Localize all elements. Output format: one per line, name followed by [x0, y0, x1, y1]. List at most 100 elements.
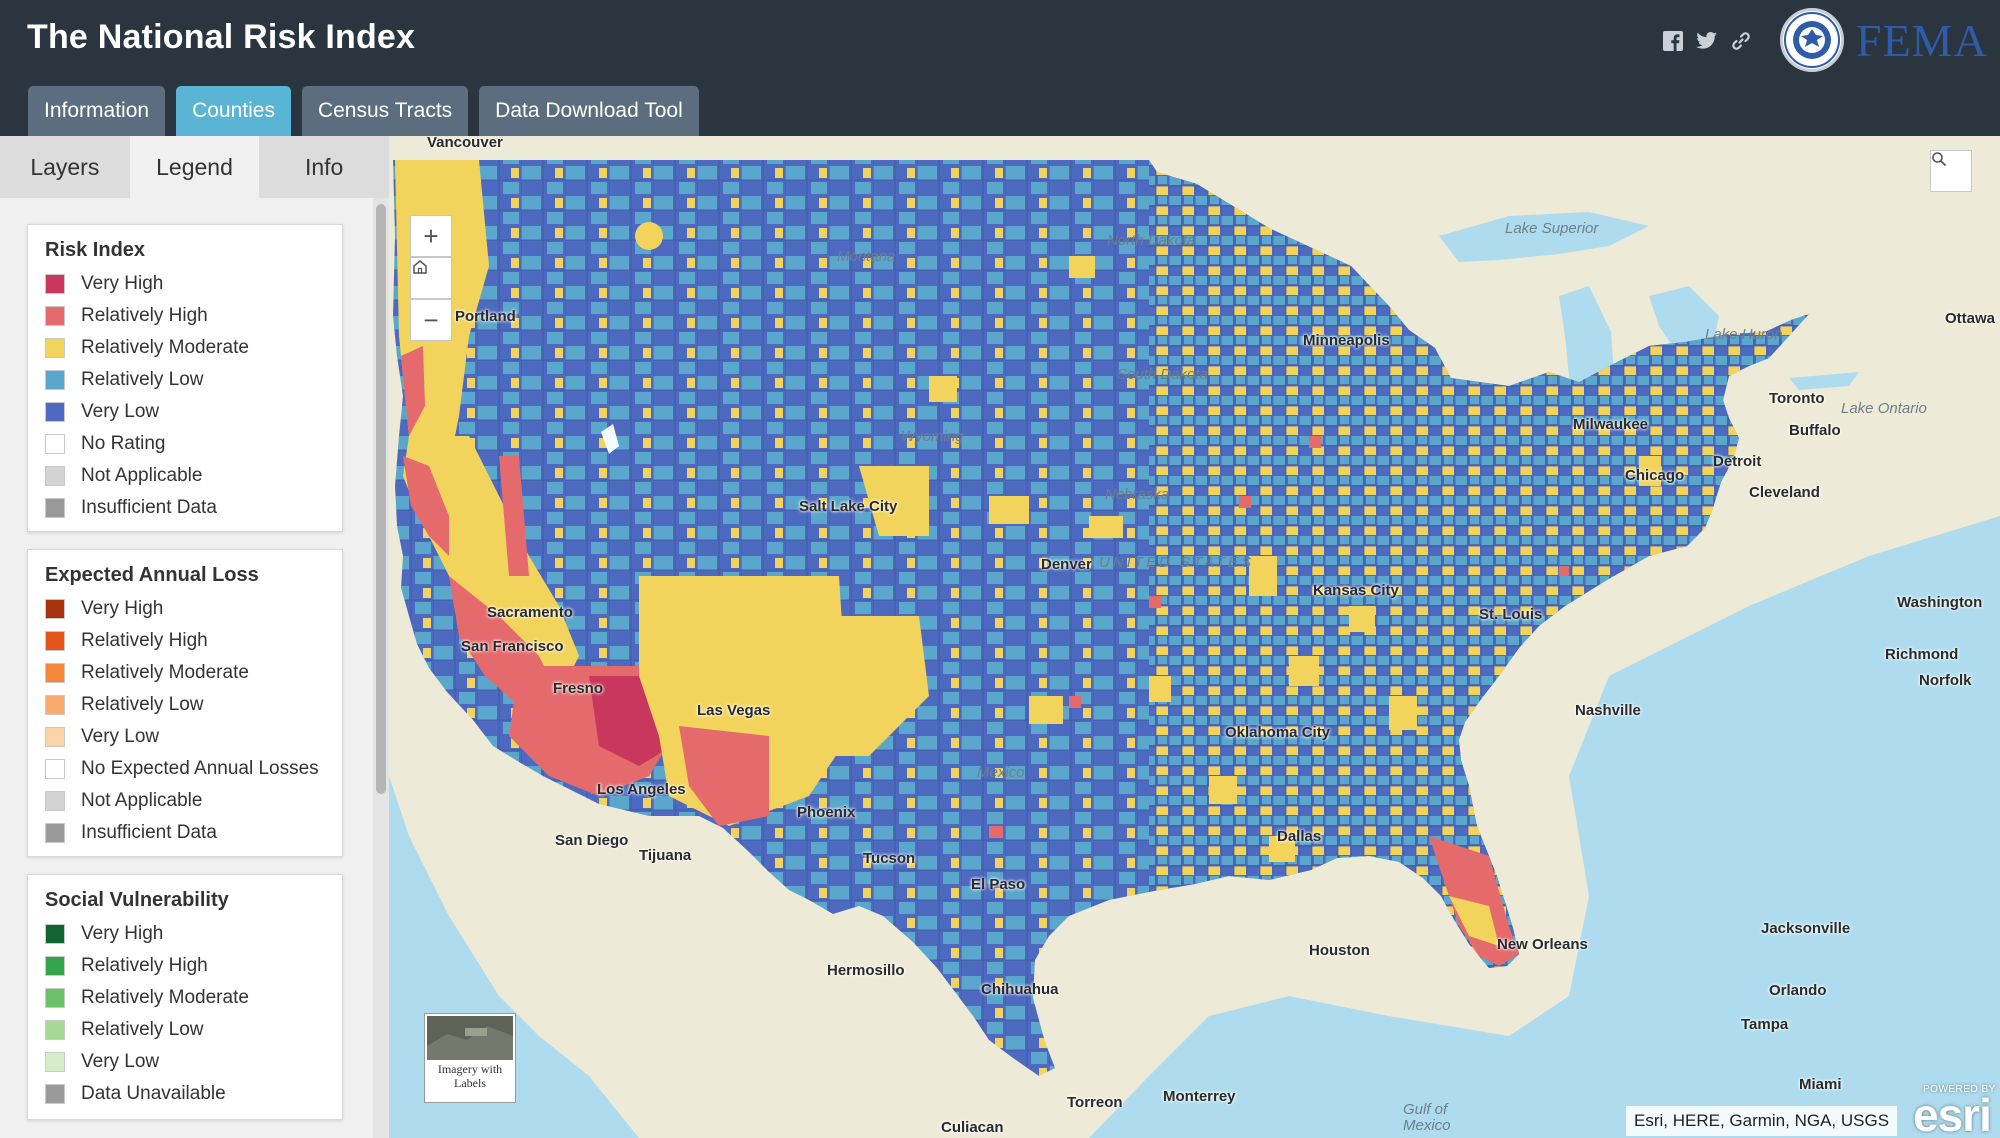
- legend-label: Relatively Moderate: [81, 661, 249, 683]
- map-label: Detroit: [1713, 453, 1762, 470]
- legend-item: Very Low: [45, 399, 159, 424]
- legend-label: Very High: [81, 272, 164, 294]
- scrollbar-thumb[interactable]: [376, 204, 386, 794]
- legend-scrollbar[interactable]: [373, 198, 389, 1138]
- map-label: Ottawa: [1945, 310, 1996, 327]
- map-view[interactable]: Vancouver Ottawa Toronto Detroit Chicago…: [389, 136, 2000, 1138]
- map-label: Cleveland: [1749, 484, 1820, 501]
- app-header: The National Risk Index Information Coun…: [0, 0, 2000, 136]
- legend-expected-annual-loss: Expected Annual Loss Very High Relativel…: [27, 549, 343, 857]
- map-label: Mexico: [977, 764, 1025, 781]
- map-search-button[interactable]: [1930, 150, 1972, 192]
- panel-tab-legend[interactable]: Legend: [129, 136, 260, 198]
- legend-swatch: [45, 955, 65, 976]
- page-title: The National Risk Index: [27, 18, 416, 56]
- legend-swatch: [45, 598, 65, 619]
- map-label: Dallas: [1277, 828, 1322, 845]
- dhs-seal-logo: [1780, 8, 1844, 72]
- twitter-icon[interactable]: [1696, 30, 1718, 52]
- legend-label: Very Low: [81, 725, 160, 747]
- map-label: Denver: [1041, 556, 1092, 573]
- legend-label: Relatively High: [81, 304, 208, 326]
- social-links: [1662, 30, 1752, 52]
- map-label: Oklahoma City: [1225, 724, 1331, 741]
- map-label: Buffalo: [1789, 422, 1841, 439]
- basemap-toggle[interactable]: Imagery with Labels: [424, 1013, 516, 1103]
- legend-item: No Expected Annual Losses: [45, 756, 319, 781]
- legend-swatch: [45, 1051, 65, 1072]
- legend-title: Expected Annual Loss: [45, 564, 259, 586]
- legend-swatch: [45, 630, 65, 651]
- legend-item: Relatively High: [45, 303, 208, 328]
- map-attribution: Esri, HERE, Garmin, NGA, USGS: [1626, 1106, 1898, 1136]
- esri-wordmark: esri: [1913, 1089, 1992, 1138]
- map-label: Orlando: [1769, 982, 1827, 999]
- home-button[interactable]: [410, 257, 452, 299]
- home-icon: [413, 260, 427, 274]
- zoom-out-button[interactable]: −: [410, 299, 452, 341]
- map-label: El Paso: [971, 876, 1026, 893]
- map-label: South Dakota: [1117, 366, 1208, 383]
- map-label: Phoenix: [797, 804, 856, 821]
- legend-swatch: [45, 790, 65, 811]
- tab-census-tracts[interactable]: Census Tracts: [301, 86, 469, 136]
- map-label: Vancouver: [427, 136, 503, 151]
- legend-item: Relatively High: [45, 953, 208, 978]
- map-label: San Francisco: [461, 638, 564, 655]
- map-label: Salt Lake City: [799, 498, 898, 515]
- zoom-in-button[interactable]: +: [410, 215, 452, 257]
- legend-label: Data Unavailable: [81, 1082, 226, 1104]
- legend-item: Relatively Moderate: [45, 660, 249, 685]
- facebook-icon[interactable]: [1662, 30, 1684, 52]
- legend-swatch: [45, 305, 65, 326]
- link-icon[interactable]: [1730, 30, 1752, 52]
- map-label: Chicago: [1625, 467, 1685, 484]
- tab-counties[interactable]: Counties: [176, 86, 291, 136]
- legend-swatch: [45, 694, 65, 715]
- map-label: Tucson: [863, 850, 916, 867]
- tab-data-download-tool[interactable]: Data Download Tool: [479, 86, 699, 136]
- legend-swatch: [45, 401, 65, 422]
- map-label: Richmond: [1885, 646, 1959, 663]
- legend-swatch: [45, 273, 65, 294]
- legend-title: Risk Index: [45, 239, 146, 261]
- map-label: Montana: [837, 248, 896, 265]
- legend-swatch: [45, 987, 65, 1008]
- legend-item: Data Unavailable: [45, 1081, 226, 1106]
- legend-swatch: [45, 822, 65, 843]
- legend-item: Very High: [45, 271, 163, 296]
- map-label: Houston: [1309, 942, 1370, 959]
- legend-label: Not Applicable: [81, 789, 203, 811]
- legend-item: Relatively Low: [45, 1017, 204, 1042]
- map-label: Norfolk: [1919, 672, 1972, 689]
- map-label: Torreon: [1067, 1094, 1123, 1111]
- map-label: Jacksonville: [1761, 920, 1851, 937]
- map-label: Nebraska: [1105, 486, 1170, 503]
- legend-item: Relatively Moderate: [45, 985, 249, 1010]
- legend-item: Very High: [45, 596, 163, 621]
- legend-label: Very Low: [81, 400, 160, 422]
- legend-label: Relatively Low: [81, 1018, 204, 1040]
- map-label: Chihuahua: [981, 981, 1059, 998]
- map-label: San Diego: [555, 832, 629, 849]
- map-label: Minneapolis: [1303, 332, 1390, 349]
- basemap-thumbnail: [427, 1016, 513, 1060]
- legend-label: Relatively High: [81, 954, 208, 976]
- map-label: Lake Huron: [1705, 326, 1783, 343]
- legend-label: Relatively Low: [81, 693, 204, 715]
- legend-swatch: [45, 726, 65, 747]
- tab-information[interactable]: Information: [28, 86, 166, 136]
- legend-label: Very High: [81, 922, 164, 944]
- legend-swatch: [45, 923, 65, 944]
- legend-swatch: [45, 1083, 65, 1104]
- panel-tab-layers[interactable]: Layers: [30, 153, 100, 180]
- map-label: Toronto: [1769, 390, 1825, 407]
- legend-label: Relatively Moderate: [81, 986, 249, 1008]
- esri-logo: POWERED BY esri: [1913, 1084, 1996, 1138]
- map-label: Los Angeles: [597, 781, 686, 798]
- map-label: Las Vegas: [697, 702, 771, 719]
- panel-tab-info[interactable]: Info: [304, 153, 344, 180]
- legend-swatch: [45, 433, 65, 454]
- map-label: Tijuana: [639, 847, 692, 864]
- legend-item: Very High: [45, 921, 163, 946]
